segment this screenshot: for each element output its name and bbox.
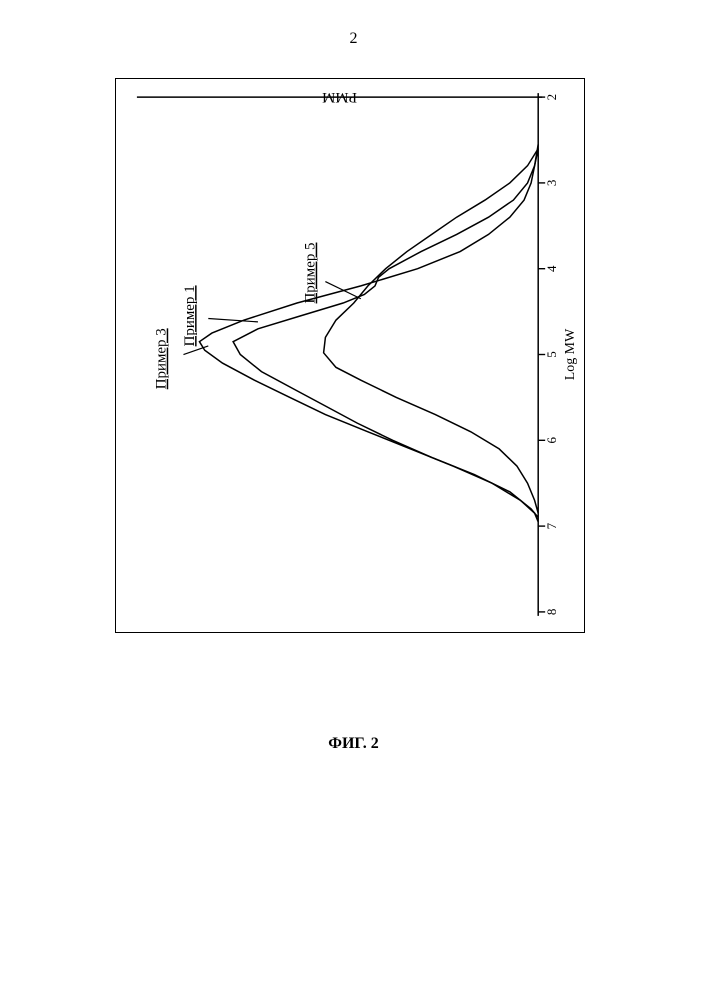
svg-text:Пример 3: Пример 3 xyxy=(154,328,170,389)
page-number: 2 xyxy=(0,30,707,48)
svg-text:PMM: PMM xyxy=(322,89,357,105)
svg-text:2: 2 xyxy=(544,94,559,100)
svg-text:Пример 1: Пример 1 xyxy=(182,285,198,346)
svg-text:3: 3 xyxy=(544,180,559,186)
mwd-chart: 2 3 4 5 6 7 8 Log MW PMM Пример 1 Пример 3 Пример 5 xyxy=(116,79,584,632)
figure-frame: 2 3 4 5 6 7 8 Log MW PMM Пример 1 Пример 3 Пример 5 xyxy=(115,78,585,633)
figure-caption: ФИГ. 2 xyxy=(0,735,707,753)
svg-text:4: 4 xyxy=(544,265,559,272)
svg-text:6: 6 xyxy=(544,437,559,444)
svg-text:Пример 5: Пример 5 xyxy=(303,243,319,304)
svg-text:5: 5 xyxy=(544,351,559,357)
svg-text:7: 7 xyxy=(544,522,559,529)
svg-text:Log MW: Log MW xyxy=(563,328,578,380)
svg-text:8: 8 xyxy=(544,609,559,615)
